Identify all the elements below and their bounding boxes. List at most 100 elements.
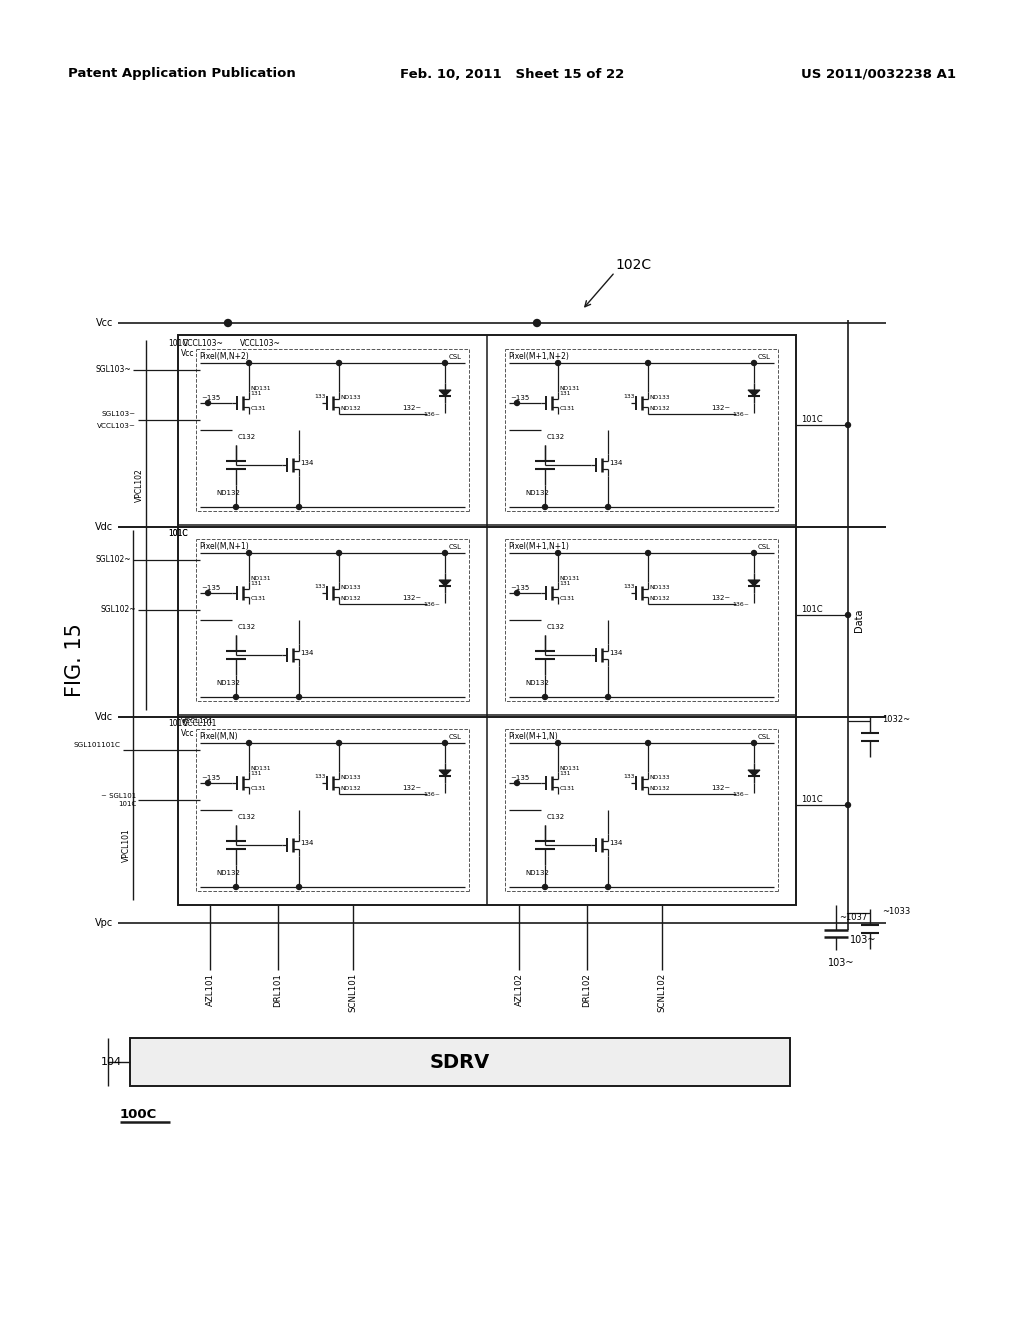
- Text: 101C: 101C: [168, 528, 187, 537]
- Text: C132: C132: [547, 814, 565, 820]
- Text: ND132: ND132: [216, 490, 240, 496]
- Text: ND132: ND132: [341, 407, 361, 411]
- Text: ND133: ND133: [341, 775, 361, 780]
- Text: VCCL103~: VCCL103~: [97, 422, 136, 429]
- Text: SCNL102: SCNL102: [657, 973, 667, 1012]
- Circle shape: [752, 360, 757, 366]
- Text: 101C: 101C: [801, 416, 822, 425]
- Text: 132~: 132~: [402, 405, 421, 411]
- Circle shape: [645, 741, 650, 746]
- Text: 133: 133: [623, 774, 635, 779]
- Text: ND131
131: ND131 131: [559, 766, 581, 776]
- Circle shape: [543, 504, 548, 510]
- Text: 101C: 101C: [168, 718, 187, 727]
- Circle shape: [645, 360, 650, 366]
- Text: Vcc: Vcc: [181, 729, 195, 738]
- Text: Pixel(M+1,N+2): Pixel(M+1,N+2): [508, 352, 569, 362]
- Text: 132~: 132~: [402, 785, 421, 791]
- Text: 133: 133: [314, 583, 326, 589]
- Text: 136~: 136~: [423, 412, 440, 417]
- Text: ND132: ND132: [216, 680, 240, 686]
- Circle shape: [543, 694, 548, 700]
- Bar: [178, 335, 796, 906]
- Circle shape: [233, 884, 239, 890]
- Circle shape: [247, 741, 252, 746]
- Text: 100C: 100C: [120, 1107, 158, 1121]
- Text: ND132: ND132: [525, 870, 549, 876]
- Text: FIG. 15: FIG. 15: [65, 623, 85, 697]
- Circle shape: [206, 590, 211, 595]
- Text: C131: C131: [251, 407, 266, 411]
- Text: VCCL101: VCCL101: [181, 718, 214, 723]
- Text: C131: C131: [559, 785, 575, 791]
- Text: ND132: ND132: [525, 680, 549, 686]
- Polygon shape: [439, 389, 451, 396]
- Text: ND131
131: ND131 131: [559, 385, 581, 396]
- Text: ~135: ~135: [510, 775, 529, 781]
- Circle shape: [543, 884, 548, 890]
- Bar: [130, 1038, 790, 1086]
- Text: ~1037: ~1037: [839, 912, 867, 921]
- Text: Pixel(M,N+1): Pixel(M,N+1): [199, 543, 249, 552]
- Circle shape: [514, 780, 519, 785]
- Text: SGL103~: SGL103~: [101, 411, 136, 417]
- Text: VCCL103~: VCCL103~: [183, 338, 224, 347]
- Circle shape: [846, 803, 851, 808]
- Text: ~1033: ~1033: [882, 907, 910, 916]
- Text: ND131
131: ND131 131: [251, 385, 271, 396]
- Text: CSL: CSL: [758, 354, 771, 360]
- Text: ND131
131: ND131 131: [251, 766, 271, 776]
- Text: ND131
131: ND131 131: [251, 576, 271, 586]
- Circle shape: [846, 422, 851, 428]
- Circle shape: [442, 360, 447, 366]
- Circle shape: [605, 694, 610, 700]
- Text: 103~: 103~: [850, 935, 877, 945]
- Circle shape: [556, 550, 560, 556]
- Text: Pixel(M+1,N): Pixel(M+1,N): [508, 733, 558, 742]
- Polygon shape: [748, 579, 760, 586]
- Text: CSL: CSL: [449, 354, 462, 360]
- Text: 134: 134: [609, 840, 623, 846]
- Text: 102C: 102C: [615, 257, 651, 272]
- Polygon shape: [439, 579, 451, 586]
- Text: SGL101101C: SGL101101C: [74, 742, 121, 748]
- Text: Vcc: Vcc: [181, 348, 195, 358]
- Text: Pixel(M+1,N+1): Pixel(M+1,N+1): [508, 543, 569, 552]
- Text: 101C: 101C: [801, 606, 822, 615]
- Polygon shape: [439, 770, 451, 776]
- Text: Pixel(M,N+2): Pixel(M,N+2): [199, 352, 249, 362]
- Text: 136~: 136~: [423, 602, 440, 607]
- Text: SGL102~: SGL102~: [95, 556, 131, 565]
- Text: 132~: 132~: [711, 785, 730, 791]
- Circle shape: [605, 884, 610, 890]
- Text: Data: Data: [854, 609, 864, 632]
- Circle shape: [224, 319, 231, 326]
- Text: 101C: 101C: [801, 796, 822, 804]
- Circle shape: [645, 550, 650, 556]
- Text: ~135: ~135: [510, 585, 529, 591]
- Text: ~135: ~135: [201, 775, 220, 781]
- Circle shape: [442, 741, 447, 746]
- Text: Vpc: Vpc: [95, 917, 113, 928]
- Circle shape: [605, 504, 610, 510]
- Text: 132~: 132~: [402, 595, 421, 601]
- Circle shape: [752, 550, 757, 556]
- Text: SGL102~: SGL102~: [100, 606, 136, 615]
- Text: US 2011/0032238 A1: US 2011/0032238 A1: [801, 67, 956, 81]
- Text: ND132: ND132: [341, 597, 361, 601]
- Text: VPCL101: VPCL101: [122, 828, 131, 862]
- Text: 132~: 132~: [711, 595, 730, 601]
- Text: Vdc: Vdc: [95, 521, 113, 532]
- Circle shape: [556, 741, 560, 746]
- Circle shape: [337, 741, 342, 746]
- Circle shape: [752, 741, 757, 746]
- Text: 133: 133: [314, 774, 326, 779]
- Text: 132~: 132~: [711, 405, 730, 411]
- Text: ND133: ND133: [649, 395, 670, 400]
- Text: ND132: ND132: [525, 490, 549, 496]
- Text: SCNL101: SCNL101: [348, 973, 357, 1012]
- Text: 133: 133: [623, 583, 635, 589]
- Text: 134: 134: [301, 840, 314, 846]
- Text: 133: 133: [623, 393, 635, 399]
- Text: 134: 134: [609, 459, 623, 466]
